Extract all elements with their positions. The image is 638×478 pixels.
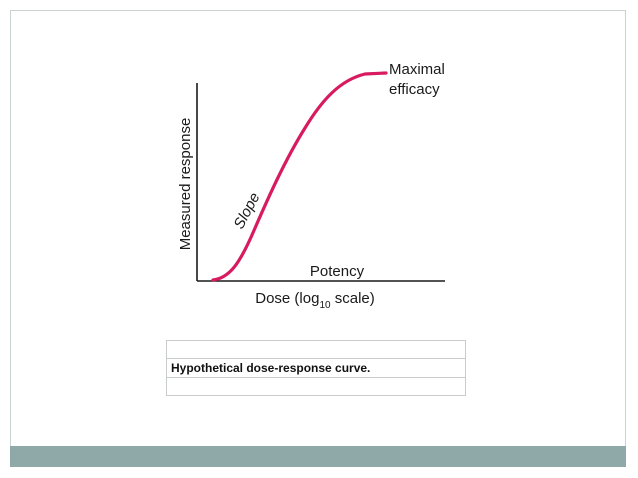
y-axis-label: Measured response xyxy=(177,118,194,251)
potency-annotation: Potency xyxy=(310,263,365,280)
x-axis-label-suffix: scale) xyxy=(331,290,375,307)
slope-annotation: Slope xyxy=(231,190,264,232)
caption-table-empty-cell-bottom xyxy=(166,377,466,396)
caption-table-row: Hypothetical dose-response curve. xyxy=(166,358,466,378)
dose-response-curve xyxy=(211,71,388,282)
figure-caption: Hypothetical dose-response curve. xyxy=(166,358,466,378)
caption-table-empty-cell-top xyxy=(166,340,466,359)
x-axis-label: Dose (log10 scale) xyxy=(255,290,375,311)
maximal-efficacy-line2: efficacy xyxy=(389,81,440,98)
maximal-efficacy-line1: Maximal xyxy=(389,61,445,78)
footer-band xyxy=(10,446,626,467)
x-axis-label-prefix: Dose (log xyxy=(255,290,319,307)
caption-table: Hypothetical dose-response curve. xyxy=(166,340,466,396)
caption-table-row-top xyxy=(166,340,466,359)
x-axis-label-subscript: 10 xyxy=(319,300,331,311)
caption-table-row-bottom xyxy=(166,377,466,396)
